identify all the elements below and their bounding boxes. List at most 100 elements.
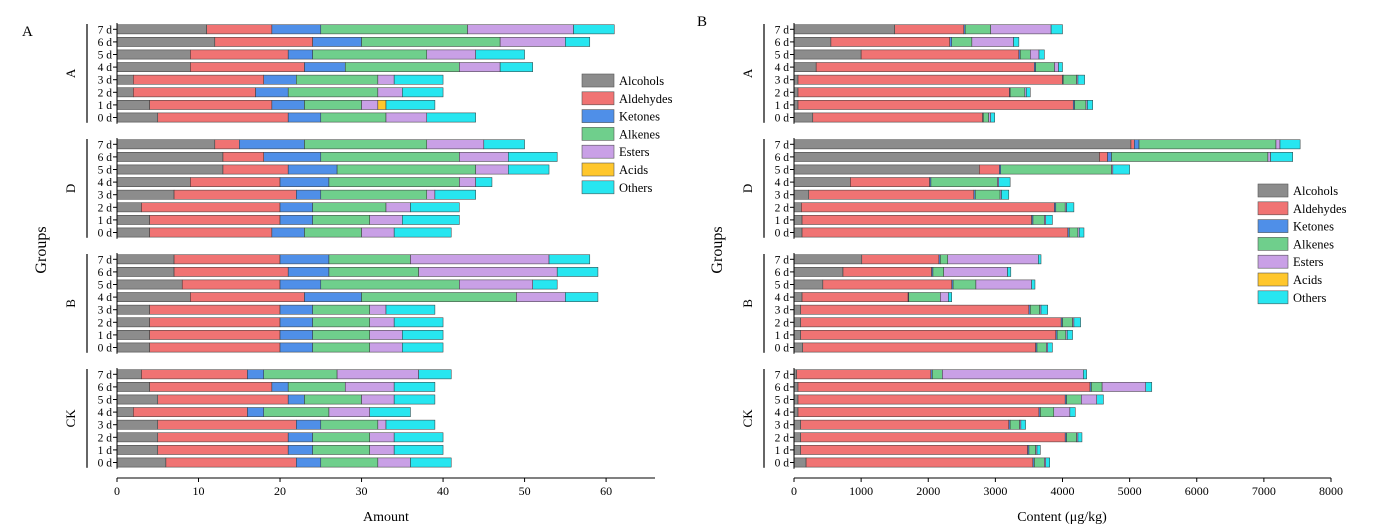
legend-label-alcohols: Alcohols <box>1293 184 1338 198</box>
bar-segment-b-0-d-alcohols <box>116 342 150 353</box>
bar-segment-a-0-d-aldehydes <box>812 112 983 123</box>
bar-segment-d-3-d-alkenes <box>320 189 428 200</box>
bar-segment-ck-5-d-alkenes <box>1066 394 1082 405</box>
bar-segment-a-3-d-ketones <box>263 74 297 85</box>
bar-segment-a-1-d-acids <box>377 100 387 110</box>
bar-segment-a-2-d-esters <box>377 87 403 98</box>
bar-segment-d-6-d-others <box>1270 152 1293 162</box>
legend-swatch-ketones <box>1257 219 1289 233</box>
legend-swatch-alcohols <box>581 73 615 88</box>
bar-segment-ck-2-d-others <box>1077 432 1083 443</box>
day-tick-label: 5 d <box>775 165 790 177</box>
bar-segment-ck-7-d-alkenes <box>263 369 338 380</box>
bar-segment-ck-0-d-aldehydes <box>165 457 297 468</box>
bar-segment-b-2-d-alcohols <box>793 317 801 328</box>
day-tick-label: 5 d <box>775 280 790 292</box>
panel-a-y-axis-label: Groups <box>33 226 50 273</box>
bar-segment-b-5-d-aldehydes <box>822 279 952 290</box>
bar-segment-b-6-d-aldehydes <box>173 267 289 277</box>
bar-segment-ck-4-d-alcohols <box>793 407 799 417</box>
day-tick-label: 1 d <box>775 100 790 112</box>
x-tick-label: 10 <box>193 484 205 498</box>
bar-segment-b-1-d-ketones <box>279 330 313 340</box>
bar-segment-a-3-d-alcohols <box>116 74 134 85</box>
legend-swatch-alkenes <box>581 127 615 141</box>
bar-segment-b-2-d-ketones <box>279 317 313 328</box>
bar-segment-ck-1-d-alkenes <box>1028 445 1036 455</box>
bar-segment-d-1-d-esters <box>369 215 403 225</box>
day-tick-label: 7 d <box>98 369 113 381</box>
bar-segment-b-6-d-alkenes <box>932 267 944 277</box>
bar-segment-ck-7-d-ketones <box>247 369 264 380</box>
legend-label-alkenes: Alkenes <box>1293 237 1334 251</box>
day-tick-label: 7 d <box>98 139 113 151</box>
x-tick-label: 8000 <box>1319 484 1343 498</box>
legend-swatch-alkenes <box>1257 237 1289 251</box>
bar-segment-d-5-d-aldehydes <box>222 164 289 175</box>
panel-b-plot: 7 d6 d5 d4 d3 d2 d1 d0 dA7 d6 d5 d4 d3 d… <box>740 23 1347 498</box>
bar-segment-b-5-d-aldehydes <box>181 279 281 290</box>
day-tick-label: 4 d <box>98 62 113 74</box>
bar-segment-ck-5-d-alkenes <box>304 394 362 405</box>
group-label-ck: CK <box>63 409 78 428</box>
bar-segment-ck-7-d-others <box>418 369 452 380</box>
bar-segment-a-5-d-aldehydes <box>190 49 289 60</box>
bar-segment-d-1-d-alcohols <box>116 215 150 225</box>
bar-segment-a-6-d-alcohols <box>793 37 832 47</box>
bar-segment-a-2-d-others <box>402 87 444 98</box>
bar-segment-b-2-d-aldehydes <box>800 317 1062 328</box>
bar-segment-a-6-d-ketones <box>312 37 362 47</box>
bar-segment-ck-6-d-alkenes <box>287 382 346 392</box>
bar-segment-d-7-d-ketones <box>1134 139 1140 150</box>
bar-segment-a-0-d-others <box>990 112 995 123</box>
bar-segment-a-5-d-ketones <box>287 49 313 60</box>
bar-segment-ck-0-d-alcohols <box>116 457 167 468</box>
day-tick-label: 7 d <box>98 254 113 266</box>
bar-segment-a-0-d-esters <box>385 112 428 123</box>
bar-segment-b-4-d-alkenes <box>908 292 941 302</box>
bar-segment-a-0-d-esters <box>988 112 991 123</box>
bar-segment-b-1-d-esters <box>369 330 403 340</box>
bar-segment-b-4-d-ketones <box>304 292 362 302</box>
bar-segment-a-3-d-esters <box>377 74 395 85</box>
bar-segment-ck-5-d-aldehydes <box>797 394 1066 405</box>
day-tick-label: 0 d <box>775 228 790 240</box>
bar-segment-a-1-d-others <box>1087 100 1093 110</box>
bar-segment-ck-3-d-aldehydes <box>800 419 1010 430</box>
bar-segment-b-3-d-others <box>1040 304 1048 315</box>
day-tick-label: 5 d <box>98 395 113 407</box>
bar-segment-ck-3-d-others <box>385 419 436 430</box>
bar-segment-b-4-d-alcohols <box>116 292 191 302</box>
bar-segment-b-5-d-alcohols <box>116 279 183 290</box>
bar-segment-a-3-d-alcohols <box>793 74 799 85</box>
bar-segment-d-1-d-alcohols <box>793 215 803 225</box>
legend-swatch-acids <box>581 162 615 177</box>
bar-segment-a-1-d-aldehydes <box>149 100 273 110</box>
bar-segment-a-4-d-alcohols <box>116 62 191 72</box>
day-tick-label: 1 d <box>775 330 790 342</box>
bar-segment-a-7-d-ketones <box>271 24 322 35</box>
bar-segment-a-3-d-alkenes <box>296 74 379 85</box>
bar-segment-b-7-d-others <box>548 254 591 265</box>
bar-segment-ck-6-d-aldehydes <box>149 382 273 392</box>
bar-segment-a-0-d-alkenes <box>983 112 989 123</box>
legend-label-others: Others <box>1293 291 1326 305</box>
bar-segment-ck-0-d-aldehydes <box>805 457 1034 468</box>
bar-segment-d-6-d-ketones <box>263 152 322 162</box>
bar-segment-a-1-d-alcohols <box>793 100 799 110</box>
day-tick-label: 3 d <box>98 420 113 432</box>
day-tick-label: 1 d <box>775 215 790 227</box>
bar-segment-d-5-d-aldehydes <box>979 164 1000 175</box>
bar-segment-d-3-d-others <box>434 189 476 200</box>
bar-segment-d-7-d-ketones <box>239 139 305 150</box>
bar-segment-b-1-d-alkenes <box>1056 330 1067 340</box>
day-tick-label: 2 d <box>775 202 790 214</box>
bar-segment-b-7-d-esters <box>410 254 550 265</box>
bar-segment-d-7-d-alcohols <box>793 139 1132 150</box>
day-tick-label: 0 d <box>98 458 113 470</box>
bar-segment-d-6-d-alcohols <box>793 152 1100 162</box>
bar-segment-b-0-d-others <box>402 342 444 353</box>
bar-segment-d-2-d-aldehydes <box>141 202 281 213</box>
bar-segment-d-6-d-alcohols <box>116 152 224 162</box>
